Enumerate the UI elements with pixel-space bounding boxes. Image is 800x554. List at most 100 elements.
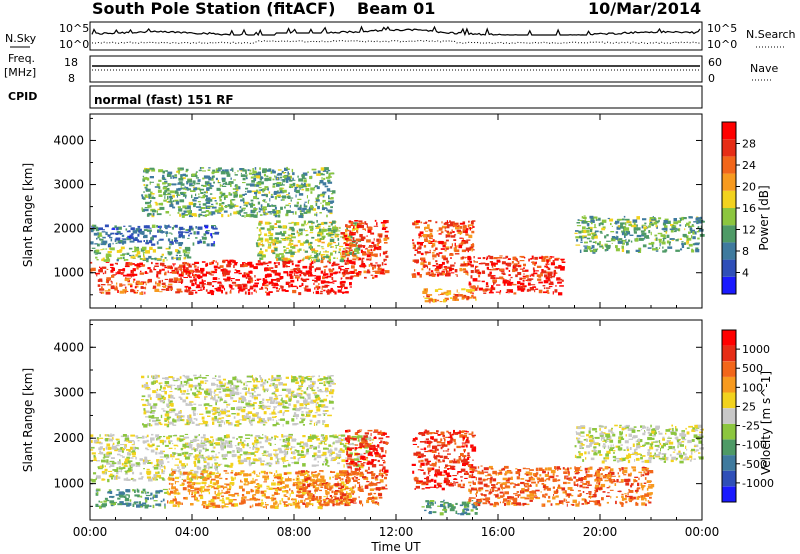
- power-cell: [629, 234, 634, 236]
- power-cell: [157, 277, 161, 279]
- power-cell: [331, 264, 334, 267]
- power-cell: [247, 289, 251, 292]
- power-cell: [351, 261, 356, 265]
- velocity-cell: [322, 463, 325, 466]
- velocity-cell: [250, 434, 253, 437]
- power-cell: [152, 235, 157, 238]
- velocity-cell: [194, 493, 196, 498]
- colorbar-tick-label: 4: [742, 267, 749, 280]
- power-cell: [248, 203, 252, 206]
- velocity-cell: [323, 482, 328, 486]
- power-cell: [159, 238, 164, 241]
- power-cell: [327, 243, 330, 248]
- power-cell: [382, 224, 386, 227]
- power-cell: [538, 281, 543, 284]
- power-cell: [200, 192, 204, 194]
- velocity-cell: [261, 494, 266, 497]
- power-cell: [161, 282, 166, 285]
- power-cell: [276, 240, 282, 243]
- power-cell: [359, 266, 365, 268]
- power-cell: [366, 247, 368, 250]
- power-cell: [170, 202, 173, 206]
- velocity-cell: [126, 456, 130, 460]
- velocity-cell: [225, 506, 229, 508]
- power-cell: [176, 188, 181, 191]
- power-cell: [541, 258, 546, 262]
- power-cell: [179, 213, 182, 217]
- power-cell: [354, 227, 359, 230]
- power-cell: [507, 265, 511, 267]
- velocity-cell: [299, 454, 305, 456]
- velocity-cell: [221, 495, 224, 497]
- power-cell: [109, 263, 114, 266]
- power-cell: [101, 284, 106, 286]
- power-cell: [285, 266, 290, 268]
- power-cell: [285, 265, 288, 268]
- power-cell: [240, 199, 245, 202]
- power-cell: [137, 227, 140, 231]
- velocity-cell: [182, 443, 187, 447]
- power-cell: [340, 267, 342, 271]
- velocity-cell: [301, 441, 303, 444]
- velocity-cell: [177, 491, 179, 495]
- velocity-cell: [96, 491, 99, 495]
- power-cell: [184, 289, 189, 293]
- velocity-cell: [284, 449, 286, 453]
- power-cell: [310, 205, 314, 209]
- velocity-cell: [246, 453, 251, 455]
- power-cell: [184, 285, 189, 288]
- velocity-cell: [345, 457, 348, 459]
- power-cell: [461, 295, 467, 299]
- power-cell: [176, 250, 181, 254]
- velocity-cell: [259, 437, 264, 439]
- power-cell: [195, 226, 198, 229]
- power-cell: [181, 281, 183, 284]
- velocity-cell: [144, 491, 146, 494]
- velocity-cell: [184, 465, 187, 468]
- power-cell: [328, 225, 331, 228]
- velocity-cell: [279, 502, 282, 505]
- power-cell: [144, 286, 147, 290]
- power-cell: [642, 238, 646, 240]
- velocity-cell: [110, 474, 115, 478]
- power-cell: [265, 291, 267, 293]
- power-cell: [221, 214, 224, 218]
- velocity-cell: [216, 485, 221, 489]
- power-cell: [382, 251, 388, 254]
- power-cell: [293, 244, 298, 247]
- power-cell: [427, 224, 430, 227]
- power-cell: [345, 276, 350, 280]
- power-cell: [90, 261, 93, 264]
- velocity-cell: [175, 489, 179, 491]
- power-cell: [275, 287, 278, 290]
- velocity-cell: [201, 481, 207, 485]
- power-cell: [335, 233, 340, 236]
- power-cell: [289, 226, 294, 231]
- velocity-cell: [226, 488, 231, 491]
- power-cell: [133, 278, 136, 281]
- power-cell: [489, 288, 493, 292]
- power-cell: [366, 235, 368, 237]
- power-cell: [641, 225, 644, 229]
- power-cell: [268, 273, 272, 278]
- power-cell: [138, 282, 143, 285]
- power-cell: [286, 247, 289, 249]
- velocity-cell: [207, 456, 213, 461]
- power-cell: [154, 265, 159, 267]
- power-cell: [432, 299, 435, 303]
- power-cell: [335, 230, 338, 233]
- velocity-cell: [190, 477, 194, 481]
- velocity-cell: [249, 453, 255, 455]
- power-cell: [244, 193, 247, 195]
- power-cell: [212, 260, 215, 262]
- power-cell: [200, 167, 205, 169]
- power-cell: [133, 246, 137, 248]
- power-cell: [378, 246, 382, 248]
- power-cell: [171, 239, 173, 242]
- power-cell: [349, 242, 351, 245]
- power-cell: [112, 227, 115, 229]
- power-cell: [142, 258, 146, 260]
- power-cell: [342, 237, 347, 239]
- power-cell: [187, 237, 190, 239]
- velocity-cell: [263, 450, 267, 454]
